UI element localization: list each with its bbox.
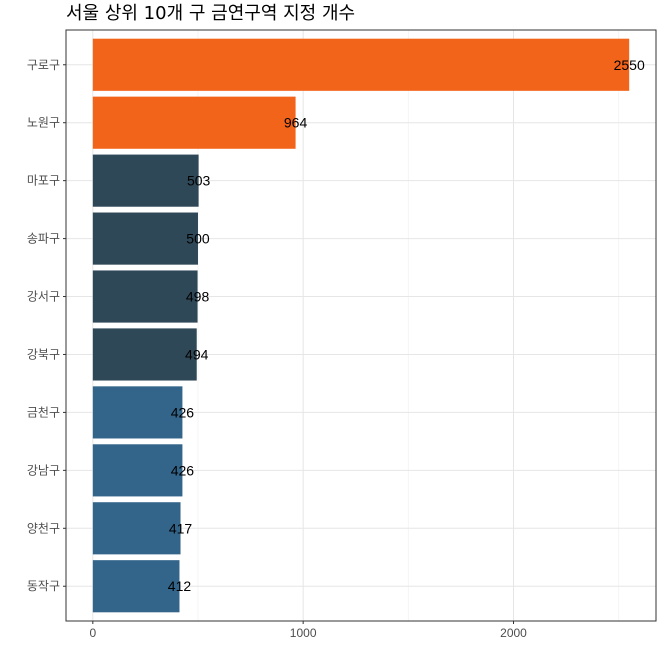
data-label: 494 [185,346,209,362]
x-tick-label: 1000 [290,626,317,640]
bar [92,502,181,555]
data-label: 426 [171,462,195,478]
data-label: 426 [171,404,195,420]
y-tick-label: 양천구 [27,520,60,535]
bar [92,386,183,439]
data-label: 2550 [614,57,645,73]
bar [92,154,199,207]
y-tick-label: 강남구 [27,463,60,477]
y-tick-label: 노원구 [27,116,60,130]
y-tick-label: 강서구 [27,290,60,304]
bars [92,38,630,613]
panel-border [65,29,657,622]
bar [92,212,198,265]
data-label: 417 [169,520,193,536]
bar [92,560,180,613]
data-labels: 2550 964 503 500 498 494 426 426 417 412 [168,57,645,594]
data-label: 412 [168,578,192,594]
y-tick-label: 금천구 [27,404,60,419]
y-tick-label: 강북구 [27,347,60,361]
data-label: 500 [186,231,210,247]
bar [92,328,197,381]
data-label: 498 [186,289,210,305]
bar [92,96,296,149]
y-tick-label: 동작구 [27,579,60,593]
x-axis-tick-labels: 0 1000 2000 [89,621,527,640]
y-tick-label: 송파구 [27,232,60,246]
x-tick-label: 0 [89,626,96,640]
bar [92,270,198,323]
chart-title: 서울 상위 10개 구 금연구역 지정 개수 [66,3,355,24]
y-tick-label: 마포구 [27,174,60,188]
data-label: 503 [187,173,211,189]
data-label: 964 [284,115,308,131]
x-tick-label: 2000 [500,626,527,640]
bar [92,444,183,497]
bar [92,38,630,91]
y-tick-label: 구로구 [27,58,60,72]
